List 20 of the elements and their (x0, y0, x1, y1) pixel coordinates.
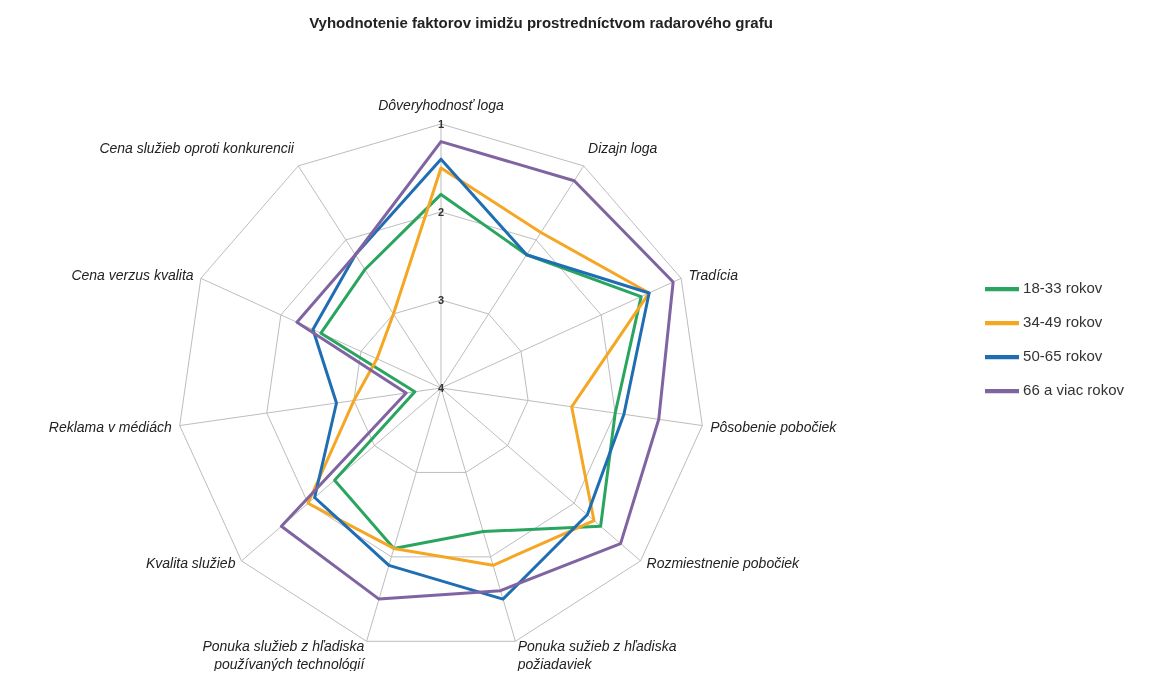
spoke-label: Tradícia (688, 267, 739, 284)
legend-label: 66 a viac rokov (1023, 380, 1124, 398)
y-tick-label: 2 (437, 206, 445, 218)
y-tick-label: 3 (437, 294, 445, 306)
y-tick-label: 1 (437, 118, 445, 130)
spoke-label: Rozmiestnenie pobočiek (646, 555, 801, 572)
legend-label: 50-65 rokov (1023, 346, 1103, 364)
spoke-label: Ponuka sužieb z hľadiska požiadaviek (516, 637, 677, 672)
spoke-label: Pôsobenie pobočiek (710, 418, 838, 435)
chart-title: Vyhodnotenie faktorov imidžu prostredníctvom radarového grafu (308, 14, 774, 31)
legend-label: 34-49 rokov (1023, 312, 1103, 330)
legend-label: 18-33 rokov (1023, 278, 1103, 296)
spoke-label: Dizajn loga (588, 140, 658, 157)
spoke-label: Kvalita služieb (145, 555, 236, 572)
spoke-label: Ponuka služieb z hľadiska používaných technológií (202, 637, 367, 672)
spoke-label: Dôveryhodnosť loga (378, 97, 505, 113)
spoke-label: Cena služieb oproti konkurencii (99, 140, 295, 157)
spoke-label: Cena verzus kvalita (71, 267, 194, 284)
y-tick-label: 4 (437, 382, 445, 394)
spoke-label: Reklama v médiách (48, 418, 172, 435)
